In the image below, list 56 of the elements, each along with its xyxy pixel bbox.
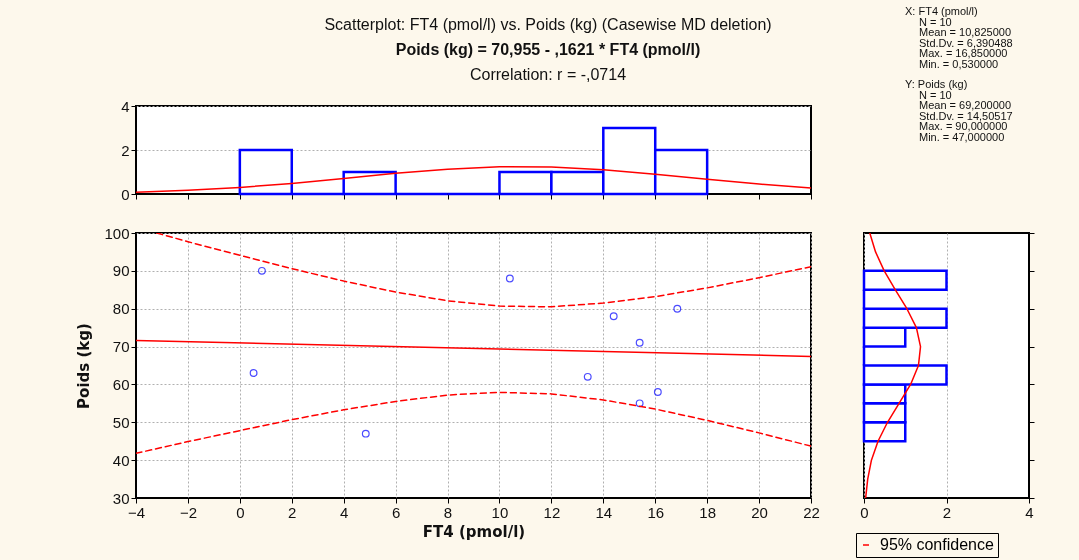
point (609, 312, 618, 321)
y-tick-label: 80 (112, 300, 130, 318)
x-tick-label: 8 (443, 503, 453, 521)
text: Mean = 69,200000 (918, 99, 1013, 111)
x-tick-label: 14 (595, 503, 613, 521)
point (635, 338, 644, 347)
y-tick-label: 30 (112, 489, 130, 507)
x-tick-label: 0 (860, 503, 869, 521)
y-tick-label: 100 (104, 224, 130, 242)
x-tick-label: 2 (288, 503, 297, 521)
y-tick-label: 70 (112, 338, 130, 356)
y-axis-title: Poids (kg) (75, 323, 94, 409)
point (583, 372, 592, 381)
x-tick-label: 4 (1025, 503, 1034, 521)
point (249, 369, 258, 378)
x-tick-label: 10 (491, 503, 509, 521)
text: Y: Poids (kg) (905, 78, 969, 90)
text: Max. = 16,850000 (918, 47, 1008, 59)
text: Std.Dv. = 6,390488 (918, 36, 1013, 49)
y-tick-label: 40 (112, 451, 130, 469)
text: Std.Dv. = 14,50517 (918, 109, 1013, 122)
y-tick-label: 4 (121, 97, 130, 115)
x-tick-label: −2 (179, 503, 197, 521)
x-tick-label: −4 (127, 503, 146, 521)
point (505, 274, 514, 283)
x-tick-label: 12 (543, 503, 561, 521)
y-tick-label: 60 (112, 375, 130, 393)
text: Correlation: r = -,0714 (468, 65, 628, 85)
x-tick-label: 4 (340, 503, 349, 521)
chart-subtitle: Poids (kg) = 70,955 - ,1621 * FT4 (pmol/l) (394, 40, 702, 60)
point (653, 388, 662, 396)
chart-title: Scatterplot: FT4 (pmol/l) vs. Poids (kg) (Casewise MD deletion) (323, 15, 773, 35)
x-tick-label: 18 (699, 503, 716, 521)
text: Min. = 0,530000 (918, 57, 999, 70)
line-series (156, 233, 811, 308)
text: Mean = 10,825000 (918, 26, 1013, 38)
line-series (136, 391, 811, 455)
point (673, 304, 682, 313)
text: X: FT4 (pmol/l) (905, 5, 979, 17)
point (635, 399, 644, 408)
x-tick-label: 22 (803, 503, 820, 521)
point (257, 266, 266, 275)
x-tick-label: 20 (751, 503, 768, 521)
text: Max. = 90,000000 (918, 120, 1008, 132)
x-tick-label: 0 (236, 503, 245, 521)
point (361, 429, 370, 438)
legend-label: 95% confidence (880, 536, 994, 553)
x-tick-label: 6 (391, 503, 401, 521)
x-tick-label: 16 (647, 503, 665, 521)
text: Min. = 47,000000 (918, 130, 1005, 143)
x-axis-title: FT4 (pmol/l) (422, 522, 526, 541)
y-tick-label: 50 (112, 413, 130, 431)
y-tick-label: 2 (121, 141, 130, 159)
x-tick-label: 2 (942, 503, 952, 521)
y-tick-label: 90 (112, 262, 130, 280)
y-tick-label: 0 (121, 185, 130, 203)
